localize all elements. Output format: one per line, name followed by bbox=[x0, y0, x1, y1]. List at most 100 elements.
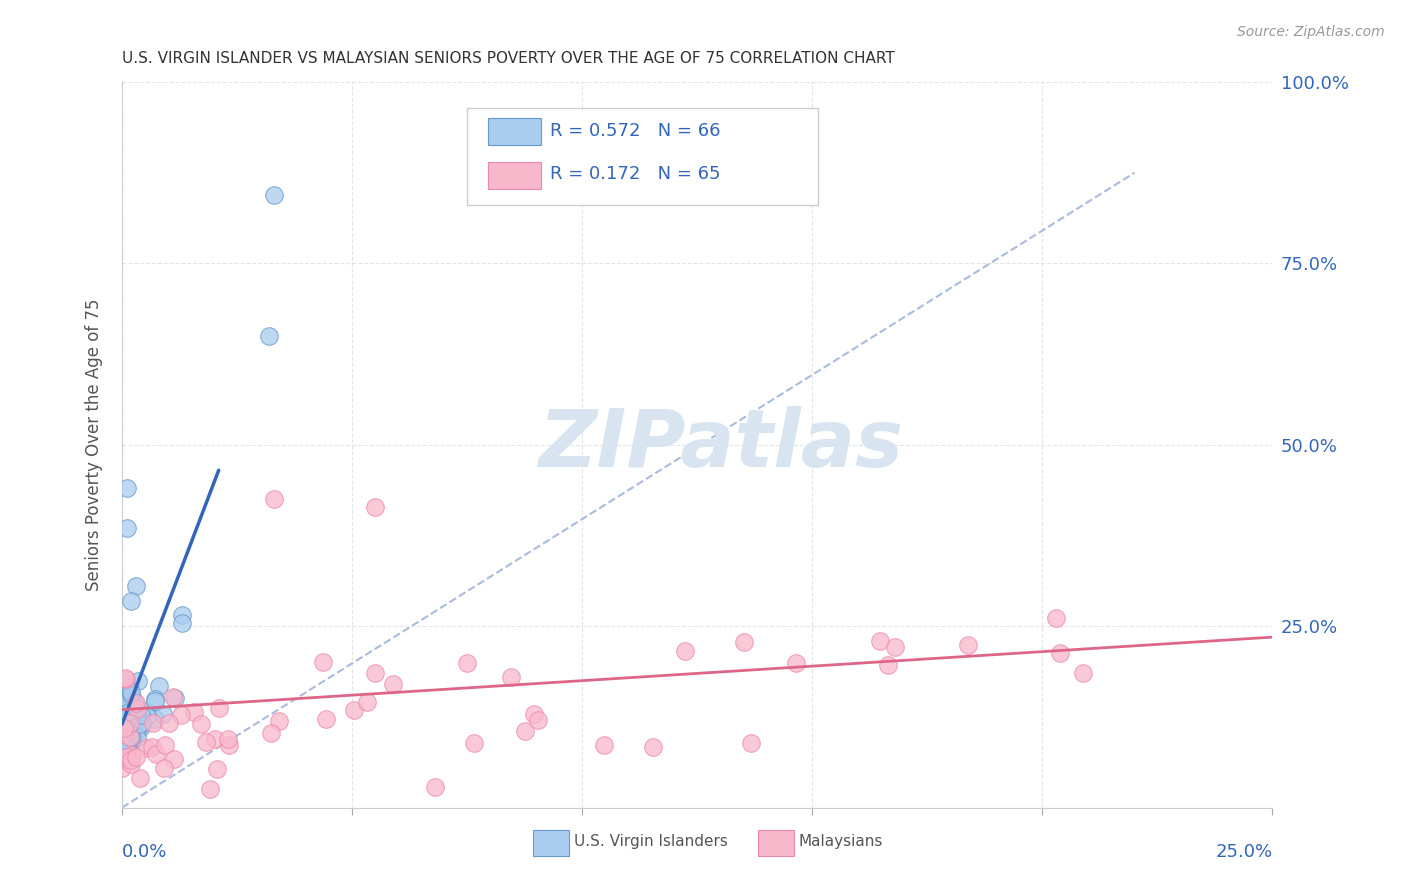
Point bbox=[132, 716, 155, 731]
Point bbox=[135, 741, 157, 756]
FancyBboxPatch shape bbox=[488, 119, 541, 145]
Point bbox=[148, 679, 170, 693]
Point bbox=[115, 721, 138, 735]
Point bbox=[118, 718, 141, 732]
Point bbox=[112, 731, 135, 746]
Point bbox=[733, 635, 755, 649]
Point bbox=[125, 696, 148, 710]
Point bbox=[117, 699, 139, 714]
Point bbox=[513, 723, 536, 738]
Point bbox=[163, 691, 186, 706]
Point bbox=[120, 729, 142, 743]
Point bbox=[641, 739, 664, 754]
Point bbox=[204, 731, 226, 746]
Point bbox=[121, 731, 143, 746]
Point bbox=[593, 738, 616, 752]
Point bbox=[141, 740, 163, 755]
Y-axis label: Seniors Poverty Over the Age of 75: Seniors Poverty Over the Age of 75 bbox=[86, 299, 103, 591]
Point bbox=[364, 500, 387, 514]
Point bbox=[115, 691, 138, 706]
Point bbox=[170, 608, 193, 623]
Text: U.S. VIRGIN ISLANDER VS MALAYSIAN SENIORS POVERTY OVER THE AGE OF 75 CORRELATION: U.S. VIRGIN ISLANDER VS MALAYSIAN SENIOR… bbox=[122, 51, 894, 66]
Point bbox=[673, 644, 696, 658]
FancyBboxPatch shape bbox=[488, 162, 541, 189]
Point bbox=[356, 695, 378, 709]
Point bbox=[115, 706, 138, 721]
Point bbox=[343, 703, 366, 717]
Point bbox=[143, 694, 166, 708]
Point bbox=[111, 731, 134, 745]
Point bbox=[1071, 666, 1094, 681]
Point bbox=[121, 734, 143, 748]
Point bbox=[128, 771, 150, 785]
Point bbox=[120, 730, 142, 744]
Text: R = 0.572   N = 66: R = 0.572 N = 66 bbox=[550, 121, 720, 140]
Point bbox=[1045, 611, 1067, 625]
Point bbox=[112, 719, 135, 733]
Point bbox=[114, 733, 136, 747]
Point bbox=[125, 579, 148, 593]
Point bbox=[163, 752, 186, 766]
Point bbox=[463, 736, 485, 750]
Point bbox=[883, 640, 905, 654]
Point bbox=[122, 723, 145, 737]
Point bbox=[217, 732, 239, 747]
Point bbox=[205, 762, 228, 776]
Point bbox=[117, 708, 139, 723]
Point bbox=[183, 705, 205, 719]
Point bbox=[136, 709, 159, 723]
Point bbox=[259, 329, 281, 343]
Point bbox=[115, 723, 138, 737]
Point bbox=[115, 521, 138, 535]
Point bbox=[118, 730, 141, 744]
Point bbox=[120, 594, 142, 608]
Text: 25.0%: 25.0% bbox=[1215, 843, 1272, 862]
Point bbox=[269, 714, 291, 728]
Point bbox=[876, 658, 898, 673]
Point bbox=[115, 754, 138, 768]
Point bbox=[127, 673, 149, 688]
Point bbox=[112, 721, 135, 735]
Point bbox=[115, 719, 138, 733]
Point bbox=[129, 708, 152, 723]
Point bbox=[1049, 646, 1071, 660]
Point bbox=[120, 684, 142, 698]
Point bbox=[142, 716, 165, 731]
Text: 0.0%: 0.0% bbox=[122, 843, 167, 862]
Point bbox=[198, 782, 221, 797]
Point bbox=[423, 780, 446, 794]
Point bbox=[120, 706, 142, 721]
Point bbox=[120, 683, 142, 698]
Point bbox=[128, 715, 150, 730]
Point bbox=[111, 761, 134, 775]
Point bbox=[118, 736, 141, 750]
Point bbox=[957, 639, 980, 653]
Point bbox=[312, 655, 335, 669]
Point bbox=[263, 187, 285, 202]
Point bbox=[121, 733, 143, 747]
Point bbox=[118, 715, 141, 730]
Point bbox=[124, 699, 146, 714]
Point bbox=[785, 657, 807, 671]
Point bbox=[499, 670, 522, 684]
Point bbox=[152, 707, 174, 722]
Point bbox=[112, 729, 135, 743]
Point bbox=[128, 717, 150, 731]
Point bbox=[115, 482, 138, 496]
Point bbox=[145, 747, 167, 761]
Point bbox=[170, 615, 193, 630]
Point bbox=[115, 725, 138, 739]
Text: Malaysians: Malaysians bbox=[799, 834, 883, 849]
Point bbox=[114, 738, 136, 752]
Point bbox=[120, 754, 142, 768]
Point bbox=[170, 708, 193, 723]
Point bbox=[115, 749, 138, 764]
Point bbox=[195, 734, 218, 748]
Point bbox=[190, 717, 212, 731]
Point bbox=[117, 687, 139, 701]
Point bbox=[114, 679, 136, 693]
Point bbox=[120, 725, 142, 739]
Text: R = 0.172   N = 65: R = 0.172 N = 65 bbox=[550, 165, 720, 183]
Point bbox=[114, 671, 136, 685]
Point bbox=[120, 757, 142, 772]
